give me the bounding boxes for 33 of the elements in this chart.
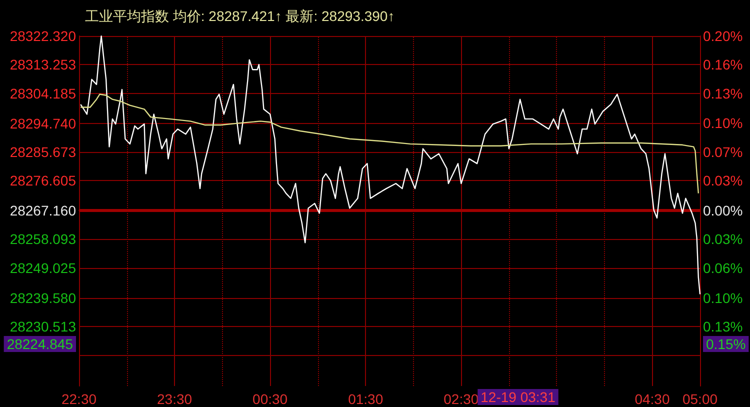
chart-title: 工业平均指数 均价: 28287.421↑ 最新: 28293.390↑ bbox=[85, 8, 395, 24]
text: 12-19 03:31 bbox=[480, 389, 556, 405]
y-tick-label: 28313.253 bbox=[10, 56, 76, 73]
y2-tick-label: 0.13% bbox=[703, 85, 743, 102]
x-tick-label: 01:30 bbox=[348, 391, 384, 407]
text: 0.15% bbox=[706, 336, 746, 352]
y-tick-label: 28285.673 bbox=[10, 144, 76, 160]
y-tick-label: 28249.025 bbox=[10, 260, 76, 276]
y-tick-label: 28267.160 bbox=[10, 202, 76, 219]
y-tick-label: 28304.185 bbox=[10, 85, 76, 102]
y2-tick-label: 0.03% bbox=[703, 172, 743, 189]
x-tick-label: 22:30 bbox=[61, 391, 97, 407]
x-tick-label: 04:30 bbox=[634, 391, 670, 407]
x-tick-label: 02:30 bbox=[444, 391, 479, 407]
y-tick-label: 28276.605 bbox=[10, 172, 76, 189]
y-tick-label: 28294.740 bbox=[10, 115, 76, 132]
y2-tick-label: 0.03% bbox=[703, 231, 743, 248]
y2-tick-label: 0.06% bbox=[703, 260, 743, 276]
y2-tick-label: 0.20% bbox=[703, 28, 743, 44]
y-tick-label: 28239.580 bbox=[10, 290, 76, 306]
y-tick-label: 28322.320 bbox=[10, 28, 76, 44]
y2-tick-label: 0.10% bbox=[703, 115, 743, 132]
y2-tick-label: 0.00% bbox=[703, 202, 743, 219]
x-tick-label: 05:00 bbox=[682, 391, 718, 407]
y-tick-label: 28258.093 bbox=[10, 231, 76, 248]
y2-tick-label: 0.16% bbox=[703, 56, 743, 73]
y-tick-label: 28230.513 bbox=[10, 318, 76, 334]
x-tick-label: 00:30 bbox=[252, 391, 288, 407]
y2-tick-label: 0.07% bbox=[703, 144, 743, 160]
text: 28224.845 bbox=[6, 336, 74, 352]
y2-tick-label: 0.13% bbox=[703, 318, 743, 334]
y2-tick-label: 0.10% bbox=[703, 290, 743, 306]
x-tick-label: 23:30 bbox=[157, 391, 192, 407]
